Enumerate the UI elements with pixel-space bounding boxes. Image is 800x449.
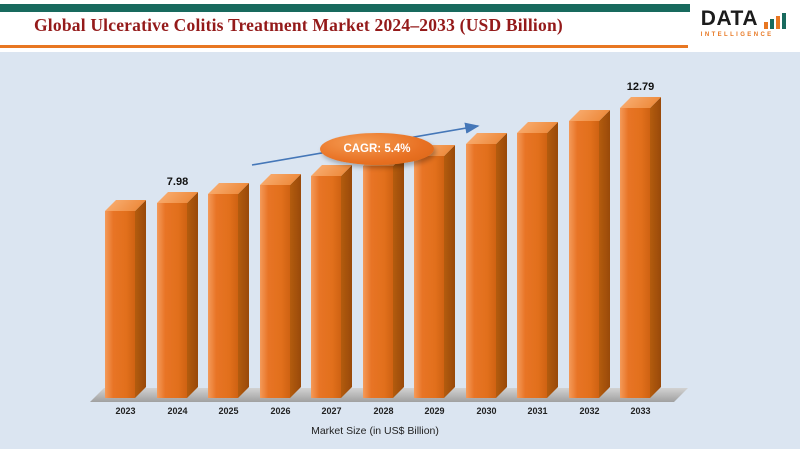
x-axis-label: 2025: [218, 406, 239, 416]
bar-side-2023: [135, 200, 146, 398]
bar-front-2028: [363, 166, 393, 398]
bar-front-2024: [157, 203, 187, 398]
logo-text: DATA: [700, 7, 758, 30]
bar-front-2029: [414, 156, 444, 398]
bar-front-2027: [311, 176, 341, 398]
x-axis-label: 2032: [579, 406, 600, 416]
bar-side-2027: [341, 165, 352, 398]
x-axis-label: 2033: [630, 406, 651, 416]
x-axis-label: 2026: [270, 406, 291, 416]
bar-front-2025: [208, 194, 238, 398]
logo-row: DATA: [701, 8, 786, 29]
bar-front-2023: [105, 211, 135, 398]
bar-side-2033: [650, 97, 661, 398]
x-axis-label: 2028: [373, 406, 394, 416]
bar-side-2028: [393, 155, 404, 398]
chart-area: 7.98 12.79 CAGR: 5.4% 2023 2024 2025 2026 202…: [0, 52, 800, 449]
bar-side-2025: [238, 183, 249, 398]
header: Global Ulcerative Colitis Treatment Mark…: [0, 0, 800, 52]
x-axis-label: 2027: [321, 406, 342, 416]
x-axis-label: 2023: [115, 406, 136, 416]
bar-side-2024: [187, 192, 198, 398]
bar-front-2030: [466, 144, 496, 398]
page-title: Global Ulcerative Colitis Treatment Mark…: [34, 15, 563, 35]
header-teal-strip: [0, 4, 690, 12]
data-label-2024: 7.98: [166, 176, 189, 188]
bar-chart-icon: [762, 13, 786, 29]
data-label-2033: 12.79: [626, 81, 655, 93]
cagr-badge: CAGR: 5.4%: [320, 133, 434, 165]
x-axis-title: Market Size (in US$ Billion): [311, 425, 439, 437]
bar-side-2030: [496, 133, 507, 398]
x-axis-label: 2024: [167, 406, 188, 416]
bar-side-2031: [547, 122, 558, 398]
bar-front-2026: [260, 185, 290, 398]
x-axis-label: 2031: [527, 406, 548, 416]
logo-subtitle: INTELLIGENCE: [700, 32, 774, 38]
bar-front-2033: [620, 108, 650, 398]
logo: DATA INTELLIGENCE: [701, 8, 786, 38]
bar-side-2029: [444, 145, 455, 398]
bar-front-2031: [517, 133, 547, 398]
header-orange-line: [0, 45, 688, 48]
bar-front-2032: [569, 121, 599, 398]
bar-side-2026: [290, 174, 301, 398]
x-axis-label: 2029: [424, 406, 445, 416]
bar-side-2032: [599, 110, 610, 398]
x-axis-label: 2030: [476, 406, 497, 416]
